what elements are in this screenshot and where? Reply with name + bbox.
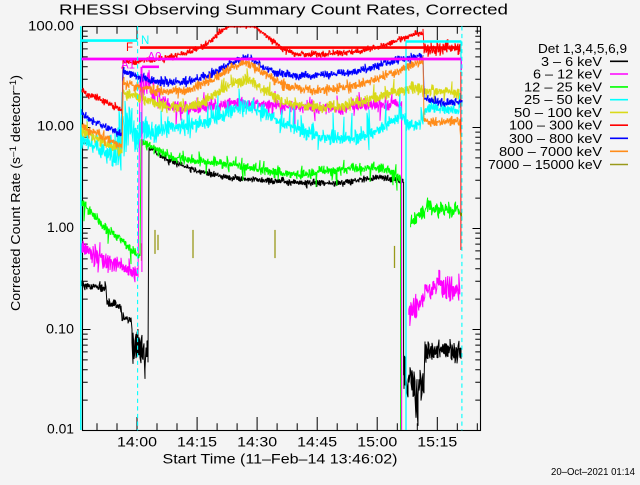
svg-text:A0: A0 <box>148 52 162 64</box>
svg-text:14:00: 14:00 <box>117 435 157 450</box>
svg-text:20–Oct–2021 01:14: 20–Oct–2021 01:14 <box>551 466 635 478</box>
svg-text:Corrected Count Rate (s–1 dete: Corrected Count Rate (s–1 detector–1) <box>8 75 23 311</box>
svg-text:14:45: 14:45 <box>297 435 337 450</box>
svg-text:800 – 7000 keV: 800 – 7000 keV <box>499 144 602 159</box>
svg-text:A1: A1 <box>121 60 135 72</box>
svg-text:0.10: 0.10 <box>46 322 74 337</box>
svg-text:3 – 6 keV: 3 – 6 keV <box>541 54 602 69</box>
svg-text:14:15: 14:15 <box>177 435 217 450</box>
svg-text:6 – 12 keV: 6 – 12 keV <box>533 67 602 82</box>
svg-text:1.00: 1.00 <box>47 220 74 235</box>
svg-text:F: F <box>126 42 133 54</box>
svg-text:Start Time (11–Feb–14 13:46:02: Start Time (11–Feb–14 13:46:02) <box>163 452 398 467</box>
svg-text:300 – 800 keV: 300 – 800 keV <box>509 131 602 146</box>
svg-text:RHESSI Observing Summary Count: RHESSI Observing Summary Count Rates, Co… <box>59 2 508 19</box>
svg-text:14:30: 14:30 <box>237 435 277 450</box>
svg-text:15:00: 15:00 <box>357 435 397 450</box>
svg-text:7000 – 15000 keV: 7000 – 15000 keV <box>488 157 602 172</box>
svg-text:10.00: 10.00 <box>37 119 74 134</box>
svg-text:50 – 100 keV: 50 – 100 keV <box>514 105 602 120</box>
svg-text:25 – 50 keV: 25 – 50 keV <box>524 92 602 107</box>
svg-text:100.00: 100.00 <box>28 18 74 33</box>
svg-text:15:15: 15:15 <box>417 435 457 450</box>
svg-text:Det 1,3,4,5,6,9: Det 1,3,4,5,6,9 <box>538 41 627 56</box>
svg-text:N: N <box>141 35 149 47</box>
svg-text:12 – 25 keV: 12 – 25 keV <box>524 79 602 94</box>
svg-text:0.01: 0.01 <box>47 421 74 436</box>
svg-text:100 – 300 keV: 100 – 300 keV <box>509 118 602 133</box>
